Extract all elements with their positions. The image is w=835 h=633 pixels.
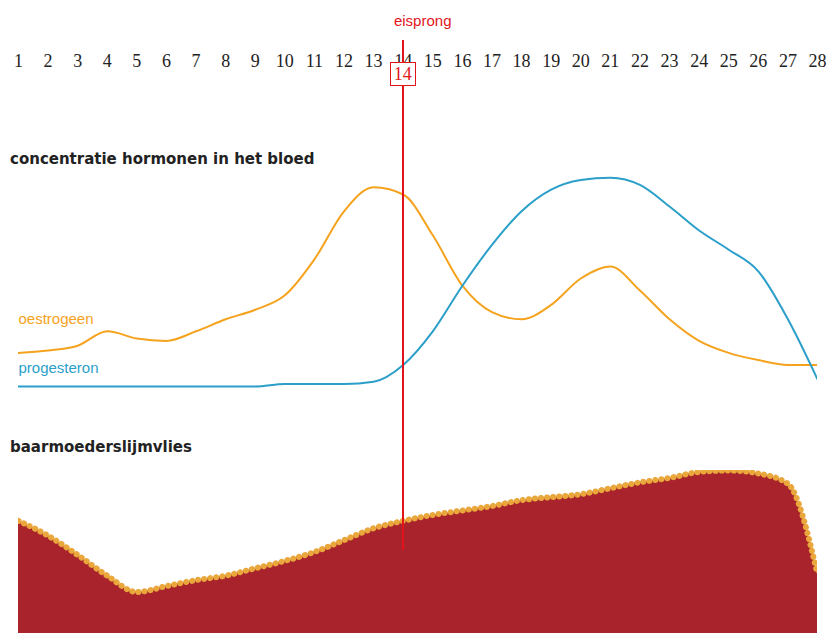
svg-text:11: 11: [306, 51, 323, 71]
svg-text:27: 27: [779, 51, 797, 71]
svg-text:1: 1: [14, 51, 23, 71]
svg-text:21: 21: [601, 51, 619, 71]
svg-text:28: 28: [809, 51, 827, 71]
svg-text:9: 9: [251, 51, 260, 71]
svg-text:16: 16: [453, 51, 471, 71]
svg-text:17: 17: [483, 51, 501, 71]
svg-text:oestrogeen: oestrogeen: [19, 310, 94, 327]
html-text:baarmoederslijmvlies: baarmoederslijmvlies: [10, 438, 192, 456]
html-text:concentratie hormonen in het b: concentratie hormonen in het bloed: [10, 150, 315, 168]
svg-text:3: 3: [73, 51, 82, 71]
svg-text:8: 8: [221, 51, 230, 71]
svg-text:18: 18: [513, 51, 531, 71]
svg-text:12: 12: [335, 51, 353, 71]
html-text:14: 14: [393, 64, 412, 84]
svg-text:7: 7: [192, 51, 201, 71]
svg-text:progesteron: progesteron: [19, 359, 99, 376]
svg-text:5: 5: [132, 51, 141, 71]
svg-text:20: 20: [572, 51, 590, 71]
html-text:eisprong: eisprong: [393, 12, 452, 29]
svg-text:13: 13: [365, 51, 383, 71]
svg-text:10: 10: [276, 51, 294, 71]
svg-text:19: 19: [542, 51, 560, 71]
svg-text:4: 4: [103, 51, 112, 71]
svg-text:15: 15: [424, 51, 442, 71]
svg-text:2: 2: [44, 51, 53, 71]
svg-text:25: 25: [720, 51, 738, 71]
svg-text:24: 24: [690, 51, 708, 71]
svg-text:6: 6: [162, 51, 171, 71]
svg-text:26: 26: [749, 51, 767, 71]
svg-text:22: 22: [631, 51, 649, 71]
svg-text:23: 23: [661, 51, 679, 71]
